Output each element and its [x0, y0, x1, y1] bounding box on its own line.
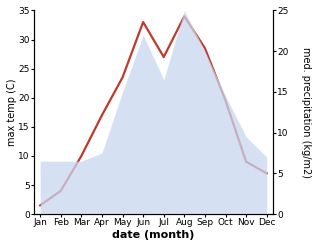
Y-axis label: max temp (C): max temp (C) — [7, 79, 17, 146]
X-axis label: date (month): date (month) — [112, 230, 195, 240]
Y-axis label: med. precipitation (kg/m2): med. precipitation (kg/m2) — [301, 47, 311, 178]
